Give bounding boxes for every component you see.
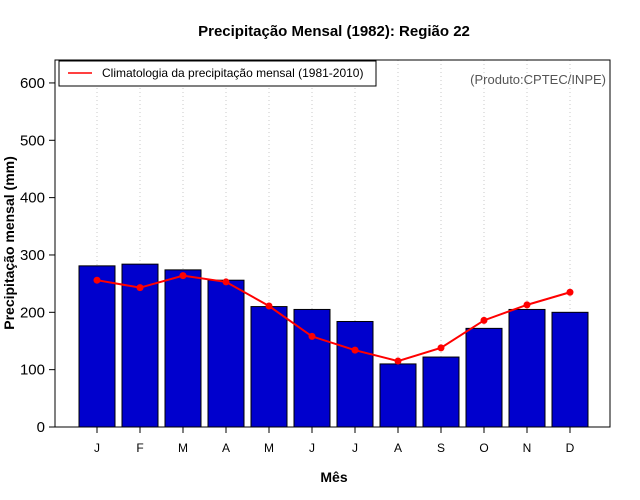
y-tick-label: 100: [20, 362, 45, 379]
plot-frame: [54, 59, 611, 428]
x-tick-label: D: [566, 441, 575, 455]
y-tick-label: 400: [20, 190, 45, 207]
climatology-point: [480, 316, 488, 324]
x-tick-label: M: [178, 441, 188, 455]
climatology-series: [93, 272, 574, 365]
bar: [250, 306, 288, 428]
x-tick-label: M: [264, 441, 274, 455]
bar: [379, 363, 417, 428]
x-tick-label: A: [394, 441, 402, 455]
x-tick-label: A: [222, 441, 230, 455]
x-tick-label: F: [136, 441, 143, 455]
y-tick-label: 0: [37, 419, 45, 436]
x-tick-label: O: [479, 441, 488, 455]
credit-annotation: (Produto:CPTEC/INPE): [470, 72, 606, 87]
bar-series: [78, 263, 589, 428]
bar: [164, 269, 202, 428]
legend-box: [58, 60, 377, 87]
bar: [336, 320, 374, 428]
climatology-point: [351, 346, 359, 354]
x-tick-label: N: [523, 441, 532, 455]
bar: [422, 356, 460, 428]
y-axis: 0 100 200 300 400 500 600: [20, 75, 55, 436]
climatology-point: [222, 278, 230, 286]
y-tick-label: 300: [20, 247, 45, 264]
x-axis-title: Mês: [320, 469, 347, 485]
climatology-point: [308, 332, 316, 340]
chart-title: Precipitação Mensal (1982): Região 22: [198, 23, 470, 40]
climatology-point: [265, 302, 273, 310]
x-tick-label: S: [437, 441, 445, 455]
bar: [207, 279, 245, 428]
x-tick-label: J: [309, 441, 315, 455]
bar: [465, 327, 503, 428]
climatology-point: [437, 344, 445, 352]
climatology-point: [93, 276, 101, 284]
y-tick-label: 200: [20, 304, 45, 321]
climatology-point: [566, 288, 574, 296]
bar: [121, 263, 159, 428]
x-tick-label: J: [94, 441, 100, 455]
climatology-point: [136, 284, 144, 292]
legend-label: Climatologia da precipitação mensal (198…: [102, 66, 363, 80]
bar: [551, 311, 589, 428]
bar: [508, 308, 546, 428]
x-tick-label: J: [352, 441, 358, 455]
y-tick-label: 500: [20, 132, 45, 149]
climatology-point: [179, 272, 187, 280]
legend: Climatologia da precipitação mensal (198…: [58, 60, 377, 87]
climatology-line: [96, 274, 571, 363]
bar: [78, 265, 116, 428]
climatology-point: [394, 357, 402, 365]
y-tick-label: 600: [20, 75, 45, 92]
y-axis-title: Precipitação mensal (mm): [1, 156, 17, 330]
climatology-point: [523, 301, 531, 309]
